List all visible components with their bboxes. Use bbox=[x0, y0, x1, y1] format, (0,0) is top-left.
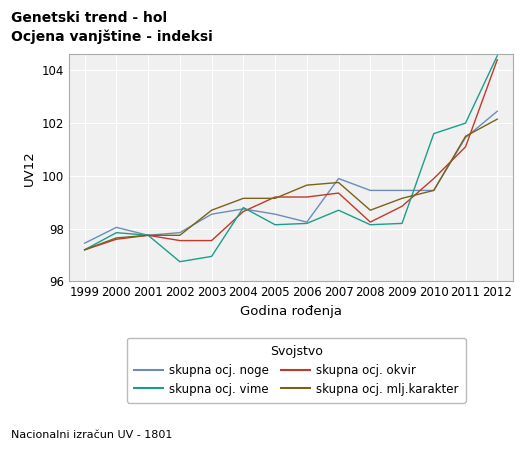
skupna ocj. noge bbox=[113, 225, 120, 230]
skupna ocj. noge bbox=[272, 212, 278, 217]
skupna ocj. noge bbox=[399, 188, 405, 193]
skupna ocj. noge bbox=[335, 176, 342, 181]
skupna ocj. vime bbox=[462, 120, 469, 126]
Text: Ocjena vanjštine - indeksi: Ocjena vanjštine - indeksi bbox=[11, 30, 212, 44]
Line: skupna ocj. mlj.karakter: skupna ocj. mlj.karakter bbox=[85, 119, 497, 250]
Line: skupna ocj. vime: skupna ocj. vime bbox=[85, 56, 497, 262]
skupna ocj. mlj.karakter bbox=[81, 247, 88, 252]
skupna ocj. vime bbox=[431, 131, 437, 136]
skupna ocj. okvir bbox=[81, 247, 88, 252]
skupna ocj. okvir bbox=[304, 194, 310, 200]
skupna ocj. okvir bbox=[367, 219, 373, 225]
skupna ocj. mlj.karakter bbox=[240, 196, 247, 201]
skupna ocj. vime bbox=[240, 205, 247, 210]
skupna ocj. okvir bbox=[208, 238, 215, 243]
skupna ocj. okvir bbox=[399, 203, 405, 209]
skupna ocj. okvir bbox=[145, 232, 151, 238]
skupna ocj. noge bbox=[494, 109, 500, 114]
skupna ocj. noge bbox=[81, 241, 88, 246]
skupna ocj. noge bbox=[145, 232, 151, 238]
skupna ocj. okvir bbox=[462, 144, 469, 149]
skupna ocj. okvir bbox=[113, 237, 120, 242]
Y-axis label: UV12: UV12 bbox=[23, 150, 36, 186]
skupna ocj. noge bbox=[367, 188, 373, 193]
skupna ocj. mlj.karakter bbox=[145, 232, 151, 238]
skupna ocj. noge bbox=[177, 230, 183, 235]
skupna ocj. vime bbox=[113, 230, 120, 235]
skupna ocj. okvir bbox=[494, 57, 500, 63]
skupna ocj. noge bbox=[431, 188, 437, 193]
skupna ocj. vime bbox=[494, 53, 500, 59]
skupna ocj. vime bbox=[304, 221, 310, 226]
skupna ocj. mlj.karakter bbox=[494, 116, 500, 122]
skupna ocj. vime bbox=[399, 221, 405, 226]
skupna ocj. mlj.karakter bbox=[113, 235, 120, 241]
skupna ocj. okvir bbox=[431, 176, 437, 181]
skupna ocj. mlj.karakter bbox=[304, 183, 310, 188]
skupna ocj. okvir bbox=[240, 209, 247, 214]
skupna ocj. mlj.karakter bbox=[177, 232, 183, 238]
skupna ocj. noge bbox=[240, 206, 247, 212]
skupna ocj. vime bbox=[81, 247, 88, 252]
skupna ocj. vime bbox=[145, 232, 151, 238]
skupna ocj. noge bbox=[462, 135, 469, 140]
skupna ocj. mlj.karakter bbox=[367, 207, 373, 213]
Line: skupna ocj. okvir: skupna ocj. okvir bbox=[85, 60, 497, 250]
skupna ocj. vime bbox=[272, 222, 278, 227]
skupna ocj. vime bbox=[208, 254, 215, 259]
skupna ocj. vime bbox=[367, 222, 373, 227]
skupna ocj. mlj.karakter bbox=[431, 188, 437, 193]
skupna ocj. noge bbox=[208, 212, 215, 217]
skupna ocj. okvir bbox=[177, 238, 183, 243]
skupna ocj. mlj.karakter bbox=[462, 133, 469, 139]
Text: Genetski trend - hol: Genetski trend - hol bbox=[11, 11, 167, 25]
skupna ocj. mlj.karakter bbox=[208, 207, 215, 213]
Text: Nacionalni izračun UV - 1801: Nacionalni izračun UV - 1801 bbox=[11, 430, 172, 440]
Line: skupna ocj. noge: skupna ocj. noge bbox=[85, 111, 497, 243]
Legend: skupna ocj. noge, skupna ocj. vime, skupna ocj. okvir, skupna ocj. mlj.karakter: skupna ocj. noge, skupna ocj. vime, skup… bbox=[126, 338, 466, 403]
skupna ocj. vime bbox=[335, 207, 342, 213]
skupna ocj. vime bbox=[177, 259, 183, 264]
X-axis label: Godina rođenja: Godina rođenja bbox=[240, 305, 342, 318]
skupna ocj. mlj.karakter bbox=[399, 196, 405, 201]
skupna ocj. okvir bbox=[272, 194, 278, 200]
skupna ocj. mlj.karakter bbox=[272, 196, 278, 201]
skupna ocj. noge bbox=[304, 219, 310, 225]
skupna ocj. mlj.karakter bbox=[335, 180, 342, 185]
skupna ocj. okvir bbox=[335, 190, 342, 196]
